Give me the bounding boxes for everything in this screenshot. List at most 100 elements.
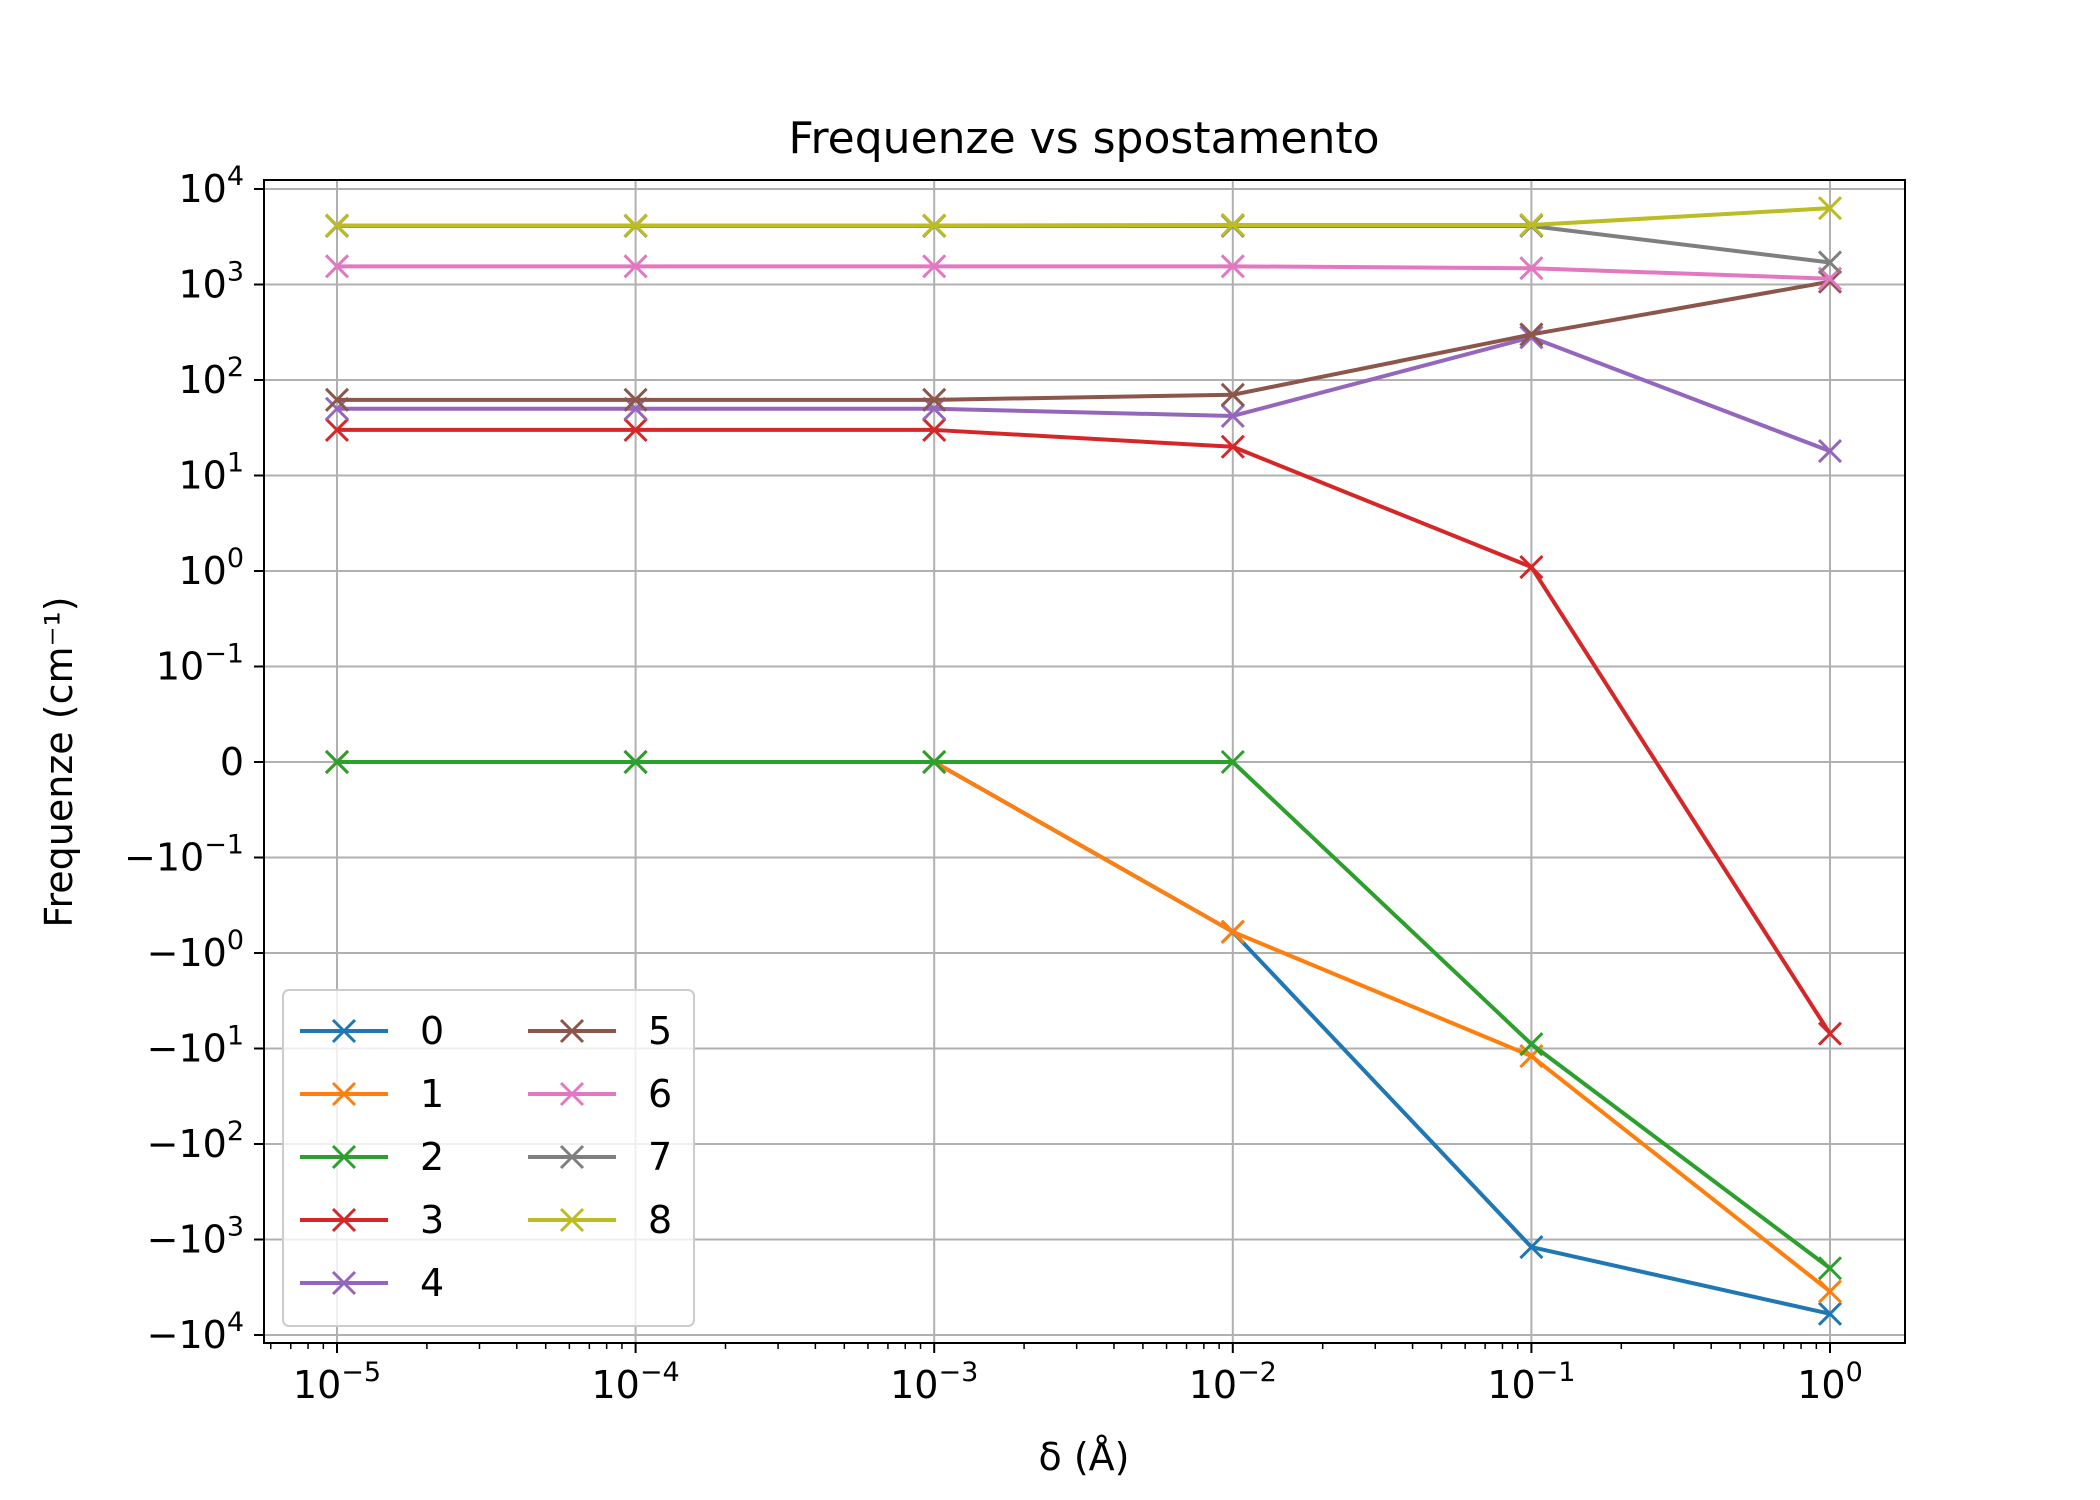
- data-point-marker: [1817, 1021, 1843, 1046]
- data-point-marker: [324, 387, 350, 412]
- data-point-marker: [559, 1207, 585, 1233]
- data-point-marker: [559, 1144, 585, 1170]
- data-point-marker: [324, 254, 350, 279]
- data-point-marker: [1817, 250, 1843, 275]
- data-point-marker: [331, 1018, 357, 1044]
- data-point-marker: [1220, 434, 1245, 459]
- data-point-marker: [1220, 749, 1245, 775]
- data-point-marker: [623, 749, 648, 775]
- y-tick-label: −10−1: [124, 830, 244, 880]
- legend-box: [282, 989, 695, 1327]
- legend-item-5: 5: [528, 1009, 672, 1053]
- x-tick-label: 10−4: [592, 1357, 680, 1407]
- data-point-marker: [1220, 382, 1245, 407]
- legend-item-7: 7: [528, 1135, 672, 1179]
- x-axis-ticks: 10−5 10−4 10−3 10−2 10−1 100: [270, 1343, 1863, 1407]
- legend-label: 3: [420, 1198, 444, 1242]
- series-line: [337, 335, 1831, 453]
- data-point-marker: [922, 387, 947, 412]
- data-point-marker: [1220, 212, 1245, 238]
- data-point-marker: [331, 1207, 357, 1233]
- y-tick-label: −100: [147, 925, 244, 975]
- data-point-marker: [922, 417, 947, 442]
- y-axis-ticks: 104 103 102 101 100 10−1 0 −10−1 −100 −101 −102 −10…: [124, 161, 264, 1357]
- x-tick-label: 10−3: [890, 1357, 978, 1407]
- data-point-marker: [559, 1018, 585, 1044]
- legend-item-1: 1: [300, 1072, 444, 1116]
- legend: 0 1 2 3 4 5 6 7 8: [282, 989, 695, 1327]
- legend-label: 4: [420, 1261, 444, 1305]
- data-point-marker: [324, 417, 350, 442]
- x-tick-label: 10−1: [1487, 1357, 1575, 1407]
- series-line: [337, 206, 1831, 228]
- data-point-marker: [1519, 256, 1544, 281]
- x-tick-label: 10−2: [1189, 1357, 1277, 1407]
- y-tick-label: −103: [147, 1212, 244, 1262]
- data-point-marker: [922, 254, 947, 279]
- grid: [264, 180, 1905, 1343]
- series-line: [337, 760, 1832, 1270]
- data-point-marker: [1817, 269, 1843, 294]
- y-axis-label: Frequenze (cm⁻¹): [37, 596, 81, 927]
- data-point-marker: [1519, 212, 1544, 238]
- data-point-marker: [1817, 196, 1843, 221]
- data-point-marker: [623, 213, 648, 238]
- data-point-marker: [1817, 1279, 1843, 1304]
- series-lines: [324, 196, 1843, 1326]
- data-point-marker: [623, 387, 648, 412]
- series-line: [337, 427, 1832, 1035]
- x-tick-label: 100: [1797, 1357, 1863, 1407]
- legend-label: 5: [648, 1009, 672, 1053]
- data-point-marker: [1817, 1301, 1843, 1326]
- data-point-marker: [1220, 403, 1245, 429]
- series-2: [324, 749, 1843, 1281]
- data-point-marker: [1519, 554, 1544, 580]
- y-tick-label: −104: [147, 1307, 244, 1357]
- series-3: [324, 417, 1843, 1046]
- y-tick-label: −101: [147, 1021, 244, 1071]
- legend-label: 1: [420, 1072, 444, 1116]
- legend-label: 7: [648, 1135, 672, 1179]
- data-point-marker: [1817, 1256, 1843, 1281]
- data-point-marker: [324, 213, 350, 238]
- legend-item-0: 0: [300, 1009, 444, 1053]
- y-tick-label: 101: [178, 448, 244, 498]
- x-axis-label: δ (Å): [1039, 1435, 1130, 1479]
- chart-title: Frequenze vs spostamento: [788, 113, 1379, 164]
- data-point-marker: [1519, 1234, 1544, 1260]
- series-5: [324, 269, 1843, 412]
- legend-item-6: 6: [528, 1072, 672, 1116]
- data-point-marker: [1220, 919, 1245, 944]
- data-point-marker: [1519, 322, 1544, 347]
- y-tick-label: 10−1: [156, 639, 244, 689]
- y-tick-label: 102: [178, 352, 244, 402]
- x-tick-label: 10−5: [293, 1357, 381, 1407]
- legend-label: 8: [648, 1198, 672, 1242]
- data-point-marker: [331, 1144, 357, 1170]
- legend-item-3: 3: [300, 1198, 444, 1242]
- data-point-marker: [559, 1081, 585, 1107]
- y-tick-label: 103: [178, 257, 244, 307]
- legend-label: 6: [648, 1072, 672, 1116]
- y-tick-label: 104: [178, 161, 244, 211]
- data-point-marker: [1519, 1032, 1544, 1057]
- series-line: [337, 279, 1831, 402]
- data-point-marker: [331, 1270, 357, 1296]
- legend-item-4: 4: [300, 1261, 444, 1305]
- series-8: [324, 196, 1843, 238]
- series-6: [324, 254, 1843, 291]
- data-point-marker: [922, 749, 947, 775]
- y-tick-label: 0: [220, 740, 244, 784]
- data-point-marker: [1519, 325, 1544, 350]
- y-tick-label: 100: [178, 543, 244, 593]
- data-point-marker: [1817, 439, 1843, 464]
- data-point-marker: [331, 1081, 357, 1107]
- y-tick-label: −102: [147, 1116, 244, 1166]
- data-point-marker: [623, 417, 648, 442]
- legend-item-2: 2: [300, 1135, 444, 1179]
- data-point-marker: [324, 749, 350, 775]
- legend-label: 0: [420, 1009, 444, 1053]
- data-point-marker: [1220, 254, 1245, 279]
- data-point-marker: [922, 213, 947, 238]
